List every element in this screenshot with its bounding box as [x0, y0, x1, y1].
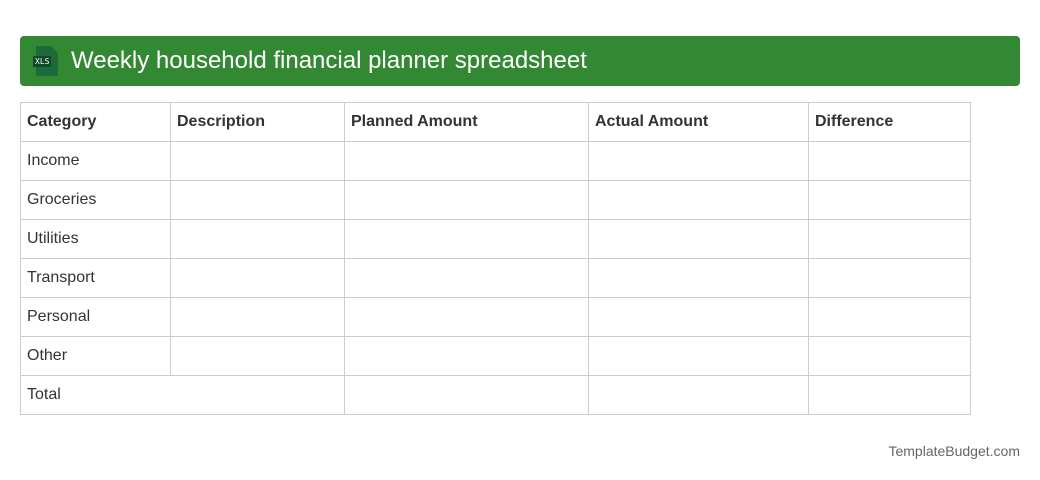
table-row: Personal: [20, 297, 971, 337]
footer-brand: TemplateBudget.com: [888, 443, 1020, 459]
column-header: Actual Amount: [588, 102, 809, 142]
table-cell[interactable]: [808, 180, 971, 220]
category-cell[interactable]: Groceries: [20, 180, 171, 220]
table-cell[interactable]: [588, 258, 809, 298]
column-header: Planned Amount: [344, 102, 589, 142]
table-cell[interactable]: [344, 141, 589, 181]
category-cell[interactable]: Personal: [20, 297, 171, 337]
column-header: Category: [20, 102, 171, 142]
table-cell[interactable]: [588, 219, 809, 259]
table-row: Income: [20, 141, 971, 181]
xls-file-icon: XLS: [33, 46, 59, 76]
table-cell[interactable]: [170, 219, 345, 259]
page-title: Weekly household financial planner sprea…: [71, 47, 587, 74]
table-cell[interactable]: [170, 180, 345, 220]
category-cell[interactable]: Income: [20, 141, 171, 181]
title-bar: XLS Weekly household financial planner s…: [20, 36, 1020, 86]
total-cell[interactable]: [808, 375, 971, 415]
table-cell[interactable]: [808, 297, 971, 337]
table-cell[interactable]: [344, 336, 589, 376]
table-cell[interactable]: [588, 336, 809, 376]
table-row: Utilities: [20, 219, 971, 259]
total-label: Total: [20, 375, 345, 415]
table-cell[interactable]: [344, 219, 589, 259]
table-cell[interactable]: [588, 180, 809, 220]
table-cell[interactable]: [588, 297, 809, 337]
table-cell[interactable]: [808, 141, 971, 181]
table-cell[interactable]: [808, 336, 971, 376]
column-header: Description: [170, 102, 345, 142]
table-cell[interactable]: [170, 141, 345, 181]
table-cell[interactable]: [344, 258, 589, 298]
column-header: Difference: [808, 102, 971, 142]
table-cell[interactable]: [344, 297, 589, 337]
table-cell[interactable]: [170, 297, 345, 337]
category-cell[interactable]: Transport: [20, 258, 171, 298]
table-cell[interactable]: [170, 258, 345, 298]
total-row: Total: [20, 375, 971, 415]
table-row: Transport: [20, 258, 971, 298]
category-cell[interactable]: Utilities: [20, 219, 171, 259]
total-cell[interactable]: [588, 375, 809, 415]
table-cell[interactable]: [344, 180, 589, 220]
planner-table: Category Description Planned Amount Actual …: [20, 102, 971, 415]
table-cell[interactable]: [808, 219, 971, 259]
table-cell[interactable]: [808, 258, 971, 298]
table-cell[interactable]: [170, 336, 345, 376]
table-row: Other: [20, 336, 971, 376]
table-row: Groceries: [20, 180, 971, 220]
total-cell[interactable]: [344, 375, 589, 415]
table-cell[interactable]: [588, 141, 809, 181]
category-cell[interactable]: Other: [20, 336, 171, 376]
